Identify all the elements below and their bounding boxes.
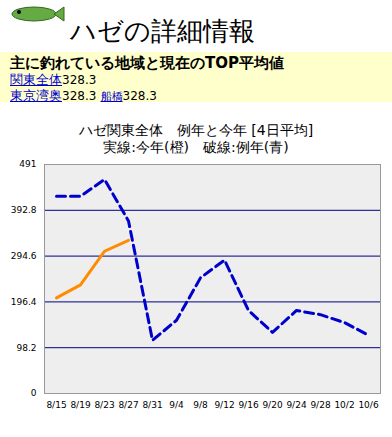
- svg-text:491: 491: [19, 159, 36, 169]
- svg-text:8/15: 8/15: [46, 400, 66, 410]
- svg-text:196.4: 196.4: [11, 297, 37, 307]
- svg-text:9/4: 9/4: [169, 400, 184, 410]
- html-text:ハゼ関東全体 例年と今年 [4日平均]: ハゼ関東全体 例年と今年 [4日平均]: [78, 122, 314, 138]
- html-text:関東全体328.3: 関東全体328.3: [10, 72, 97, 87]
- svg-text:9/20: 9/20: [262, 400, 282, 410]
- svg-text:9/16: 9/16: [238, 400, 258, 410]
- html-text:実線:今年(橙) 破線:例年(青): 実線:今年(橙) 破線:例年(青): [103, 139, 289, 155]
- svg-text:0: 0: [31, 388, 37, 398]
- svg-text:10/6: 10/6: [358, 400, 378, 410]
- svg-text:392.8: 392.8: [11, 205, 37, 215]
- html-text:主に釣れている地域と現在のTOP平均値: 主に釣れている地域と現在のTOP平均値: [10, 54, 284, 72]
- svg-text:8/23: 8/23: [94, 400, 114, 410]
- html-text:ハゼの詳細情報: ハゼの詳細情報: [70, 16, 255, 46]
- svg-text:10/2: 10/2: [334, 400, 354, 410]
- svg-text:8/31: 8/31: [142, 400, 162, 410]
- svg-text:8/19: 8/19: [70, 400, 90, 410]
- svg-text:8/27: 8/27: [118, 400, 138, 410]
- svg-text:9/12: 9/12: [214, 400, 234, 410]
- svg-text:9/28: 9/28: [310, 400, 330, 410]
- svg-text:9/8: 9/8: [193, 400, 208, 410]
- html-text:東京湾奥328.3 船橋328.3: 東京湾奥328.3 船橋328.3: [10, 88, 157, 103]
- svg-text:294.6: 294.6: [11, 251, 37, 261]
- svg-text:98.2: 98.2: [16, 343, 36, 353]
- svg-text:9/24: 9/24: [286, 400, 306, 410]
